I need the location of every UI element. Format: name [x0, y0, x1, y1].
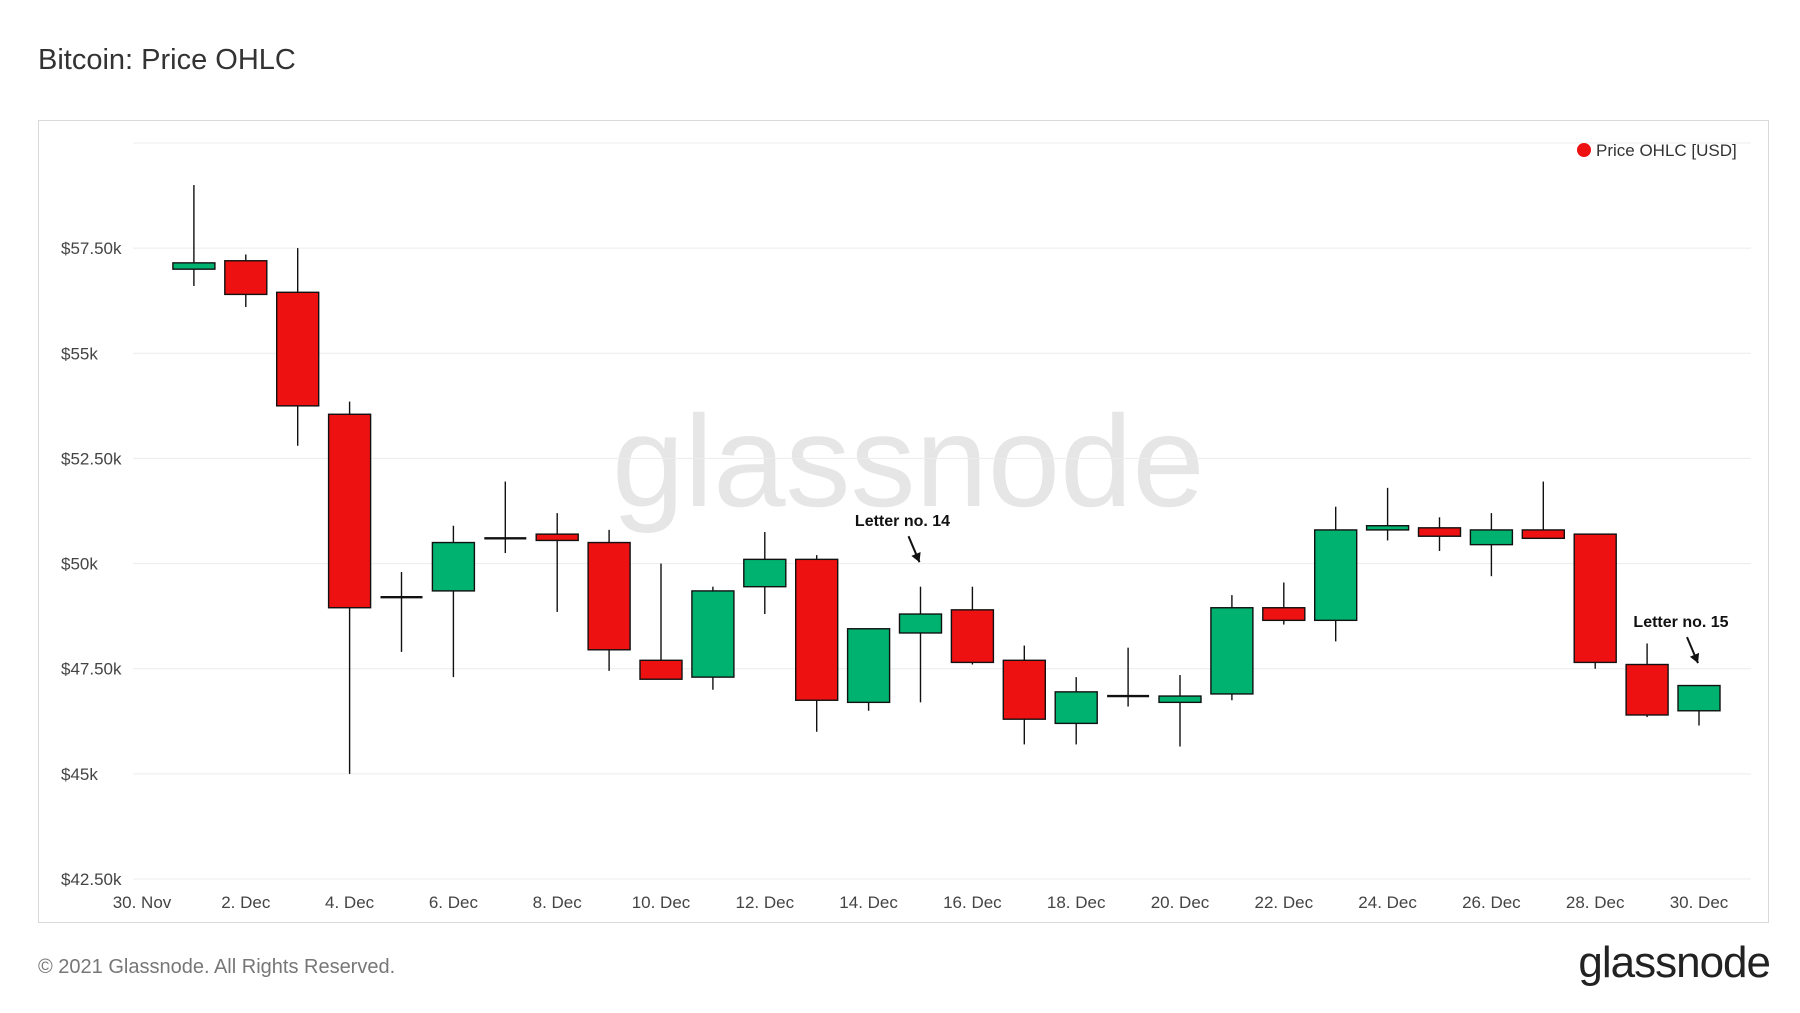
candle-body	[1210, 607, 1254, 695]
y-tick-label: $42.50k	[61, 870, 122, 889]
x-tick-label: 12. Dec	[736, 893, 795, 912]
candle	[1002, 645, 1046, 745]
candle-body	[1417, 527, 1462, 537]
annotations: Letter no. 14 Letter no. 15	[855, 513, 1729, 664]
candle	[1573, 533, 1617, 669]
candle-body	[1469, 529, 1514, 546]
candle	[898, 586, 943, 703]
candle	[380, 571, 423, 652]
x-tick-label: 30. Nov	[113, 893, 172, 912]
candle-body	[950, 609, 995, 664]
candle	[795, 555, 839, 732]
candle	[1158, 675, 1202, 747]
x-tick-label: 22. Dec	[1255, 893, 1314, 912]
candle	[1313, 506, 1358, 642]
x-tick-label: 30. Dec	[1670, 893, 1729, 912]
candle	[327, 401, 372, 774]
candle-body	[1365, 525, 1410, 531]
candle-body	[172, 262, 216, 270]
candle	[172, 185, 216, 286]
candle	[1210, 595, 1254, 701]
annotation-label: Letter no. 14	[855, 513, 950, 530]
annotation-arrowhead	[911, 551, 921, 563]
x-tick-label: 26. Dec	[1462, 893, 1521, 912]
candle	[1677, 684, 1721, 726]
candle-body	[1002, 659, 1046, 720]
watermark: glassnode	[612, 388, 1205, 534]
candle	[484, 481, 527, 554]
candle-body	[535, 533, 579, 542]
copyright-footer: © 2021 Glassnode. All Rights Reserved.	[38, 956, 396, 978]
candle-body	[1677, 684, 1721, 712]
page-title: Bitcoin: Price OHLC	[38, 44, 296, 76]
candle	[1365, 487, 1410, 541]
legend-marker-icon	[1577, 143, 1591, 157]
candlestick-chart: glassnode $42.50k$45k$47.50k$50k$52.50k$…	[61, 141, 1751, 912]
candle-body	[1054, 691, 1098, 725]
candle-body	[587, 541, 631, 651]
candle	[535, 513, 579, 612]
x-tick-label: 24. Dec	[1358, 893, 1417, 912]
candle-body	[691, 590, 735, 678]
x-tick-label: 4. Dec	[325, 893, 375, 912]
candle	[1417, 517, 1462, 551]
candle	[1469, 513, 1514, 577]
candle	[1625, 643, 1669, 718]
candle	[639, 563, 683, 680]
candle	[431, 525, 476, 678]
candle-body	[1521, 529, 1566, 540]
candle	[846, 628, 891, 711]
y-tick-label: $50k	[61, 555, 98, 574]
candle	[275, 248, 320, 446]
y-tick-label: $52.50k	[61, 449, 122, 468]
candle	[1054, 677, 1098, 745]
candle-body	[1573, 533, 1617, 664]
x-tick-label: 2. Dec	[221, 893, 271, 912]
candle-body	[1262, 607, 1306, 622]
candle-body	[639, 659, 683, 680]
x-tick-label: 28. Dec	[1566, 893, 1625, 912]
candle-body	[1625, 663, 1669, 716]
chart-frame: glassnode $42.50k $45k $47.50k $50k $52.50k $…	[38, 120, 1769, 923]
x-tick-label: 6. Dec	[429, 893, 479, 912]
candle	[1107, 647, 1150, 707]
x-tick-label: 16. Dec	[943, 893, 1002, 912]
candle-body	[275, 291, 320, 407]
candle	[1262, 582, 1306, 625]
candle-body	[224, 260, 268, 296]
candle	[224, 254, 268, 308]
grid-lines	[133, 142, 1751, 880]
candle-body	[898, 613, 943, 634]
candle	[691, 586, 735, 690]
candle-body	[327, 413, 372, 609]
x-axis: 30. Nov 2. Dec 4. Dec 6. Dec 8. Dec 10. Dec 12…	[113, 893, 1729, 912]
y-tick-label: $45k	[61, 765, 98, 784]
y-tick-label: $55k	[61, 344, 98, 363]
candle-body	[795, 558, 839, 701]
legend-label: Price OHLC [USD]	[1596, 141, 1737, 160]
candle	[1521, 481, 1566, 540]
candles	[172, 185, 1721, 774]
annotation-label: Letter no. 15	[1633, 614, 1728, 631]
legend[interactable]: Price OHLC [USD]	[1577, 141, 1737, 160]
x-tick-label: 18. Dec	[1047, 893, 1106, 912]
candle-body	[1313, 529, 1358, 622]
y-tick-label: $57.50k	[61, 239, 122, 258]
x-tick-label: 8. Dec	[533, 893, 583, 912]
glassnode-logo[interactable]: glassnode	[1578, 938, 1771, 987]
x-tick-label: 20. Dec	[1151, 893, 1210, 912]
y-tick-label: $47.50k	[61, 660, 122, 679]
candle-body	[743, 558, 787, 588]
y-axis: $42.50k $45k $47.50k $50k $52.50k $55k $57.50k	[61, 239, 122, 889]
candle-body	[846, 628, 891, 704]
annotation-arrowhead	[1689, 652, 1700, 664]
candle	[587, 529, 631, 671]
candle-body	[431, 541, 476, 592]
x-tick-label: 14. Dec	[839, 893, 898, 912]
candle	[950, 586, 995, 665]
x-tick-label: 10. Dec	[632, 893, 691, 912]
candle	[743, 532, 787, 615]
candle-body	[1158, 695, 1202, 704]
